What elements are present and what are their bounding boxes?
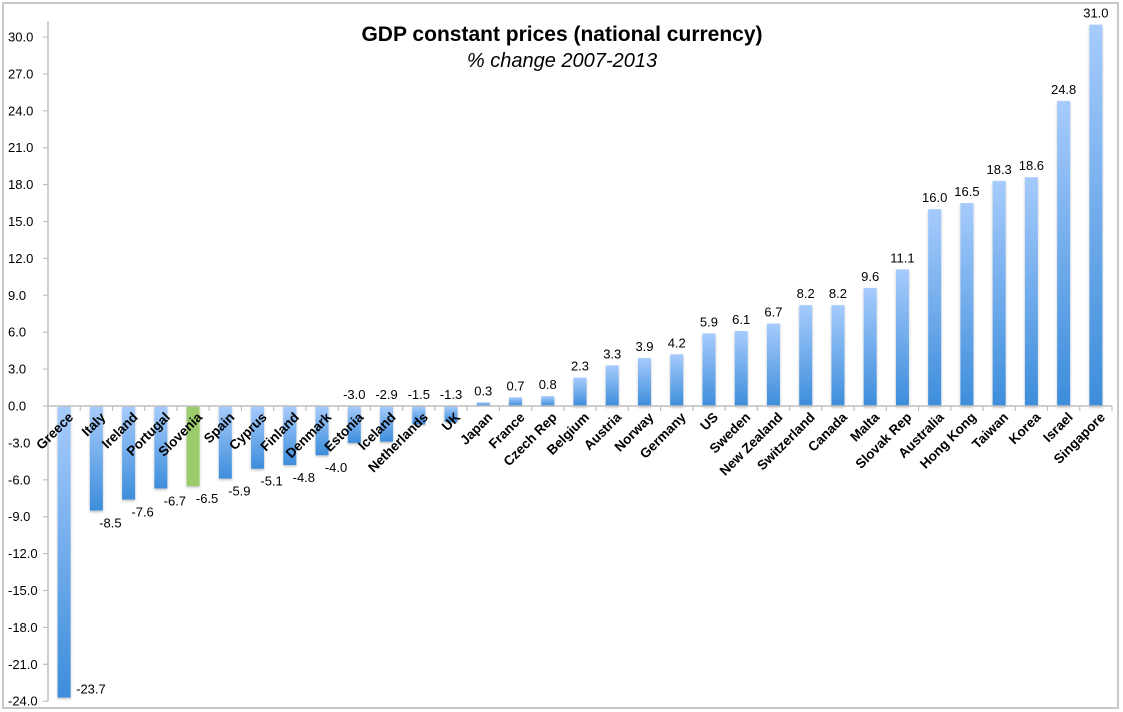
data-label: 0.3 [474,383,492,398]
y-tick-label: 12.0 [8,251,33,266]
bar-iceland [380,406,394,442]
y-tick-label: 6.0 [8,325,26,340]
data-label: -4.8 [293,470,315,485]
bar-belgium [573,377,587,406]
bar-new-zealand [766,323,780,406]
data-label: 11.1 [890,250,914,265]
data-label: -8.5 [99,516,121,531]
data-label: 8.2 [829,286,847,301]
bar-italy [89,406,103,511]
y-tick-label: 3.0 [8,362,26,377]
bar-singapore [1089,24,1103,406]
data-label: -6.5 [196,491,218,506]
bar-finland [283,406,297,466]
y-tick-label: -9.0 [8,509,30,524]
bar-sweden [734,330,748,406]
y-tick-label: -12.0 [8,546,38,561]
bar-australia [928,209,942,406]
data-label: 31.0 [1083,6,1108,21]
bar-switzerland [799,305,813,406]
y-tick-label: -21.0 [8,657,38,672]
y-tick-label: -24.0 [8,694,38,709]
bar-spain [218,406,232,479]
bar-korea [1024,177,1038,406]
category-label: Korea [1006,409,1044,447]
y-tick-label: -15.0 [8,583,38,598]
bars-group [57,24,1103,698]
category-label: US [697,410,721,434]
y-tick-label: 0.0 [8,399,26,414]
y-tick-label: 18.0 [8,177,33,192]
data-label: -5.9 [228,484,250,499]
y-tick-label: 30.0 [8,30,33,45]
bar-greece [57,406,71,698]
data-label: 6.1 [732,312,750,327]
data-label: -2.9 [375,387,397,402]
data-label: 18.3 [986,162,1011,177]
y-axis: 30.0 27.0 24.0 21.0 18.0 15.0 12.0 9.0 6.0 3.0 0.0… [8,21,49,709]
bar-portugal [154,406,168,489]
y-tick-label: 9.0 [8,288,26,303]
bar-us [702,333,716,406]
bar-uk [444,406,458,422]
data-label: 4.2 [668,335,686,350]
y-tick-label: -3.0 [8,435,30,450]
y-tick-label: 27.0 [8,66,33,81]
bar-canada [831,305,845,406]
y-tick-label: 24.0 [8,103,33,118]
bar-japan [476,402,490,406]
data-label: 5.9 [700,314,718,329]
data-label: -5.1 [260,474,282,489]
y-tick-label: 15.0 [8,214,33,229]
data-label: -1.3 [440,387,462,402]
bar-estonia [347,406,361,443]
chart-title: GDP constant prices (national currency) [361,23,762,46]
data-label: -4.0 [325,460,347,475]
data-label: -3.0 [343,387,365,402]
category-label: Taiwan [969,410,1011,452]
data-label: 2.3 [571,359,589,374]
data-label: -23.7 [76,682,106,697]
data-label: -6.7 [164,493,186,508]
bar-austria [605,365,619,406]
data-label: 0.8 [539,377,557,392]
bar-denmark [315,406,329,456]
bar-ireland [122,406,136,500]
y-tick-label: -6.0 [8,472,30,487]
bar-israel [1057,100,1071,407]
y-tick-label: -18.0 [8,620,38,635]
bar-czech-rep [541,396,555,406]
data-label: -7.6 [131,504,153,519]
bar-netherlands [412,406,426,425]
data-label: 16.5 [954,184,979,199]
data-label: 24.8 [1051,82,1076,97]
bar-slovak-rep [895,269,909,406]
data-label: 0.7 [506,378,524,393]
data-label: 3.3 [603,346,621,361]
data-label: 18.6 [1019,158,1044,173]
bar-malta [863,287,877,406]
data-label: 16.0 [922,190,947,205]
bar-germany [670,354,684,406]
bar-france [509,397,523,406]
data-labels-group: -23.7 -8.5 -7.6 -6.7 -6.5 -5.9 -5.1 -4.8 -4.0 -3.… [76,6,1108,697]
category-label: UK [439,409,464,434]
bar-taiwan [992,180,1006,406]
x-axis [47,405,1113,411]
data-label: 8.2 [797,286,815,301]
data-label: 3.9 [635,339,653,354]
chart-subtitle: % change 2007-2013 [467,50,657,72]
data-label: 6.7 [764,305,782,320]
bar-slovenia [186,406,200,486]
data-label: 9.6 [861,269,879,284]
bar-cyprus [251,406,265,469]
bar-hong-kong [960,203,974,406]
bar-norway [637,358,651,406]
data-label: -1.5 [408,387,430,402]
y-tick-label: 21.0 [8,140,33,155]
